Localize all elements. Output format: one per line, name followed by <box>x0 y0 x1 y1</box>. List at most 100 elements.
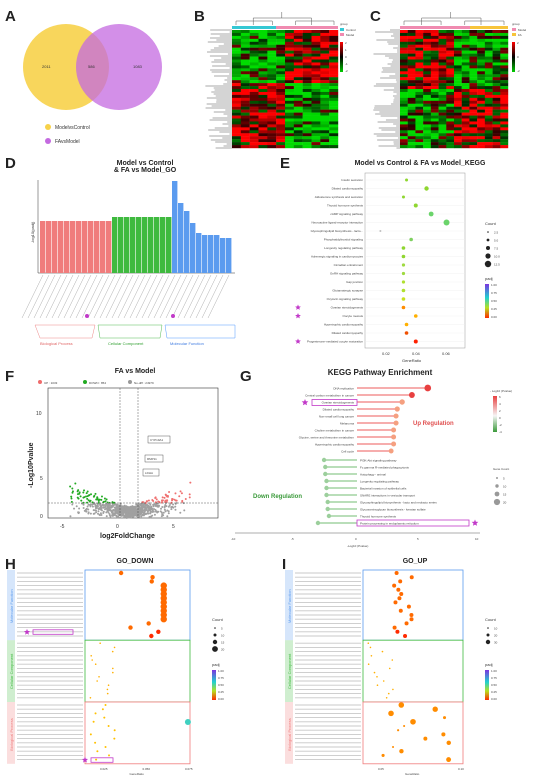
heatmap-cell <box>311 139 321 143</box>
heatmap-cell <box>320 130 330 134</box>
heatmap-cell <box>329 41 339 45</box>
go-dot <box>382 680 385 682</box>
heatmap-cell <box>320 127 330 131</box>
heatmap-cell <box>454 94 462 99</box>
heatmap-cell <box>438 139 447 143</box>
kegg-term-label: Oocyte meiosis <box>342 314 363 318</box>
heatmap-cell <box>484 142 493 146</box>
heatmap-cell <box>415 130 424 134</box>
heatmap-cell <box>232 97 242 101</box>
heatmap-cell <box>311 112 321 116</box>
highlight-star <box>295 313 301 319</box>
volcano-point <box>135 510 138 513</box>
volcano-point <box>99 502 102 505</box>
heatmap-cell <box>407 124 416 128</box>
heatmap-cell <box>469 136 478 140</box>
panel-d-title: Model vs Control & FA vs Model_GO <box>113 160 177 174</box>
heatmap-cell <box>293 121 303 125</box>
kegg-up-term: Hypertrophic cardiomyopathy <box>315 442 355 446</box>
heatmap-cell <box>311 35 321 40</box>
heatmap-cell <box>492 121 501 125</box>
count-legend-label: 20 <box>221 648 225 652</box>
padj-legend-label: 0.00 <box>218 697 224 701</box>
heatmap-cell <box>423 41 432 45</box>
heatmap-cell <box>469 83 478 87</box>
heatmap-cell <box>258 142 268 146</box>
heatmap-cell <box>500 74 509 78</box>
heatmap-cell <box>311 86 321 90</box>
go-bar <box>82 221 88 273</box>
heatmap-cell <box>232 136 242 140</box>
kegg-dot <box>405 178 409 182</box>
heatmap-cell <box>276 136 286 140</box>
heatmap-cell <box>438 53 447 57</box>
svg-text:0.25: 0.25 <box>491 307 497 311</box>
heatmap-cell <box>285 83 295 87</box>
svg-text:CYP19A1: CYP19A1 <box>150 438 164 442</box>
heatmap-cell <box>302 94 312 99</box>
heatmap-cell <box>400 86 408 90</box>
heatmap-cell <box>461 121 470 125</box>
heatmap-cell <box>329 112 339 116</box>
heatmap-cell <box>446 121 455 125</box>
heatmap-cell <box>232 109 242 113</box>
heatmap-cell <box>320 91 330 96</box>
volcano-point <box>71 503 74 506</box>
heatmap-cell <box>285 30 295 34</box>
heatmap-cell <box>477 103 486 107</box>
heatmap-cell <box>293 94 303 99</box>
go-section-label: Molecular Function <box>9 589 14 623</box>
heatmap-cell <box>276 100 286 104</box>
heatmap-cell <box>423 47 432 51</box>
volcano-point <box>82 507 85 510</box>
heatmap-cell <box>329 74 339 78</box>
heatmap-cell <box>500 121 509 125</box>
svg-text:0: 0 <box>499 416 501 420</box>
lollipop-head-up <box>391 434 397 440</box>
heatmap-cell <box>461 103 470 107</box>
heatmap-cell <box>320 65 330 69</box>
heatmap-cell <box>477 35 486 40</box>
go-bar <box>136 217 142 273</box>
volcano-point <box>91 503 94 506</box>
kegg-up-term: Melanoma <box>340 421 354 425</box>
kegg-down-term: Autophagy - animal <box>360 472 386 476</box>
count-legend-dot <box>213 633 217 637</box>
heatmap-cell <box>461 133 470 137</box>
heatmap-cell <box>267 112 277 116</box>
heatmap-cell <box>500 32 509 37</box>
svg-text:FA: FA <box>518 33 522 37</box>
heatmap-cell <box>293 77 303 81</box>
kegg-term-label: Thyroid hormone synthesis <box>327 204 364 208</box>
heatmap-cell <box>492 38 501 42</box>
heatmap-cell <box>454 59 462 63</box>
go-dot <box>398 702 405 708</box>
heatmap-cell <box>267 109 277 113</box>
volcano-point <box>125 509 128 512</box>
venn-diagram: 2011 586 1083 ModelvsControl FAvsModel <box>23 24 162 145</box>
svg-text:0.75: 0.75 <box>491 291 497 295</box>
heatmap-cell <box>311 59 321 63</box>
heatmap-cell <box>320 83 330 87</box>
heatmap-cell <box>302 30 312 34</box>
heatmap-cell <box>484 103 493 107</box>
heatmap-cell <box>477 130 486 134</box>
heatmap-cell <box>469 130 478 134</box>
svg-text:1: 1 <box>345 48 347 52</box>
heatmap-cell <box>302 77 312 81</box>
count-legend-dot <box>494 491 500 497</box>
kegg-down-term: Bacterial invasion of epithelial cells <box>360 486 407 490</box>
heatmap-cell <box>500 89 509 93</box>
heatmap-cell <box>249 53 259 57</box>
heatmap-cell <box>438 56 447 60</box>
heatmap-cell <box>232 38 242 42</box>
heatmap-cell <box>430 112 439 116</box>
heatmap-cell <box>461 86 470 90</box>
count-legend-label: 20 <box>503 501 507 505</box>
heatmap-cell <box>484 44 493 48</box>
heatmap-cell <box>461 59 470 63</box>
heatmap-cell <box>311 106 321 110</box>
heatmap-cell <box>267 103 277 107</box>
heatmap-cell <box>400 89 408 93</box>
kegg-dot <box>413 314 418 318</box>
